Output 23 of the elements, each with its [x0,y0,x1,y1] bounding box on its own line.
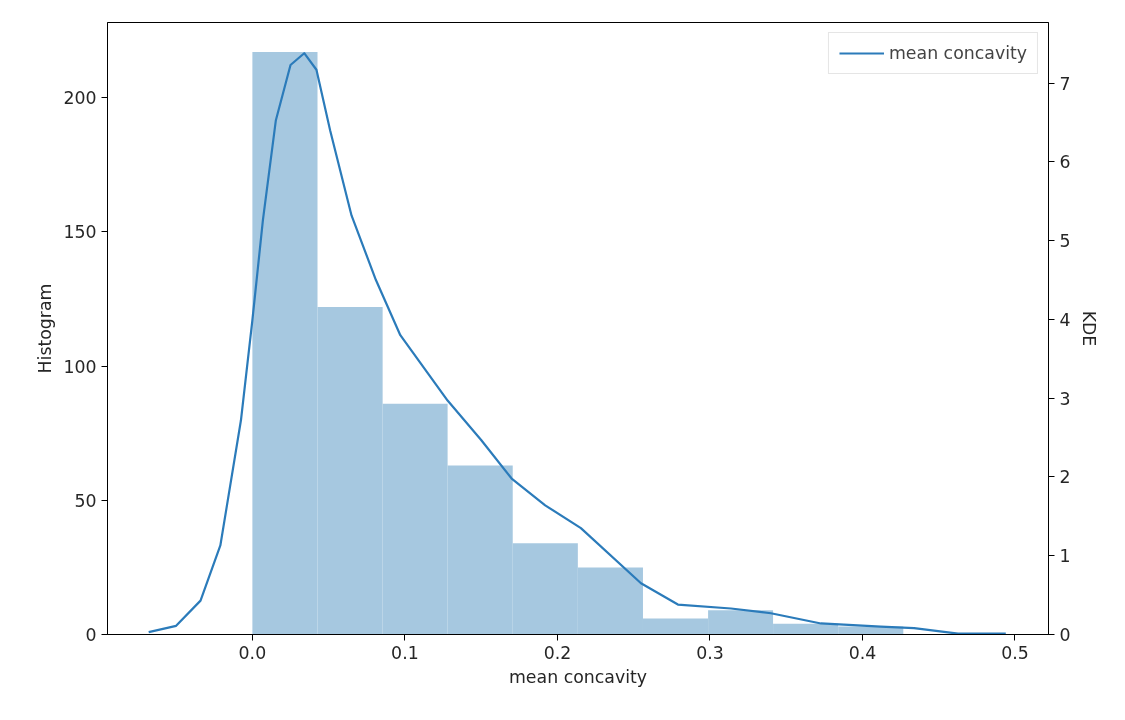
y-tick-label: 0 [85,625,97,645]
x-tick-label: 0.5 [1001,642,1029,663]
y2-axis-title: KDE [1078,310,1099,347]
x-tick-label: 0.4 [848,642,877,663]
y2-tick-label: 2 [1059,467,1071,488]
y2-tick-label: 4 [1059,309,1071,330]
x-tick-label: 0.2 [543,642,572,663]
y2-tick-label: 5 [1059,231,1071,252]
y2-tick-label: 1 [1059,546,1071,567]
y-tick-label: 100 [63,356,97,377]
y-tick-label: 150 [63,222,97,243]
x-tick-label: 0.3 [696,642,724,663]
y2-tick-label: 6 [1059,152,1071,173]
y-tick-label: 50 [74,490,97,511]
y2-tick-label: 7 [1059,73,1071,94]
x-tick-label: 0.1 [391,642,419,663]
y-tick-label: 200 [63,88,97,109]
x-axis-title: mean concavity [508,666,648,687]
x-tick-label: 0.0 [238,642,267,663]
y-axis-title: Histogram [35,283,56,374]
y2-tick-label: 0 [1059,625,1071,645]
legend-label: mean concavity [888,43,1027,63]
y2-tick-label: 3 [1059,388,1071,409]
